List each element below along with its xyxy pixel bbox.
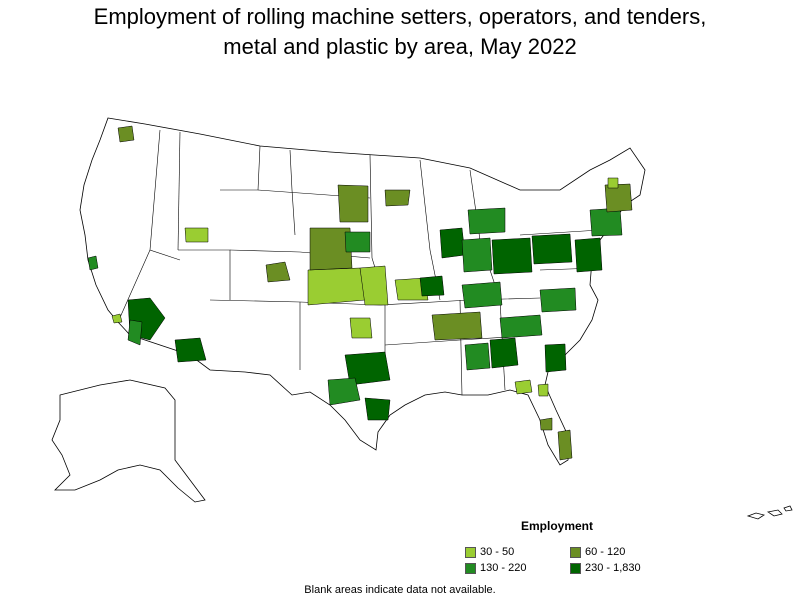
area-austin bbox=[327, 377, 361, 406]
area-michigan bbox=[467, 207, 506, 235]
map-title-line2: metal and plastic by area, May 2022 bbox=[223, 34, 577, 59]
area-alabama bbox=[464, 342, 491, 371]
legend-swatch bbox=[570, 562, 581, 574]
area-kentucky bbox=[461, 281, 503, 309]
area-maryland-nj bbox=[574, 237, 603, 273]
legend-item-60-120: 60 - 120 bbox=[570, 545, 625, 559]
employment-areas bbox=[87, 125, 633, 461]
alaska-outline bbox=[51, 379, 206, 503]
area-ventura bbox=[111, 313, 123, 324]
area-minnesota bbox=[337, 184, 369, 223]
area-seattle bbox=[117, 125, 135, 143]
area-san-diego bbox=[127, 319, 143, 346]
area-st-louis bbox=[419, 275, 445, 297]
area-reno-nv bbox=[184, 227, 209, 243]
area-maine bbox=[607, 177, 619, 189]
area-south-carolina bbox=[544, 343, 567, 373]
map-title-line1: Employment of rolling machine setters, o… bbox=[93, 4, 707, 29]
area-phoenix bbox=[174, 337, 207, 363]
area-florida-tampa bbox=[539, 417, 553, 431]
legend-swatch bbox=[570, 546, 581, 558]
area-florida-south bbox=[557, 429, 573, 461]
map-title: Employment of rolling machine setters, o… bbox=[0, 2, 800, 62]
area-florida-jax bbox=[537, 383, 549, 397]
area-chicago bbox=[439, 227, 466, 259]
area-oklahoma bbox=[349, 317, 373, 339]
area-ohio bbox=[491, 237, 533, 275]
area-kansas-east bbox=[359, 265, 389, 306]
area-iowa-1 bbox=[344, 231, 371, 253]
legend-label: 230 - 1,830 bbox=[585, 562, 641, 574]
legend-item-30-50: 30 - 50 bbox=[465, 545, 514, 559]
area-utah bbox=[265, 261, 291, 283]
area-georgia bbox=[489, 337, 519, 369]
area-indiana bbox=[461, 237, 493, 273]
area-virginia bbox=[539, 287, 577, 313]
legend-title: Employment bbox=[521, 519, 594, 533]
area-new-england bbox=[604, 183, 633, 213]
area-dallas bbox=[344, 351, 391, 386]
legend-swatch bbox=[465, 546, 476, 558]
area-houston bbox=[364, 397, 391, 421]
legend-item-130-220: 130 - 220 bbox=[465, 561, 526, 575]
area-pennsylvania bbox=[531, 233, 573, 265]
area-missouri bbox=[394, 277, 429, 301]
footnote: Blank areas indicate data not available. bbox=[304, 584, 496, 596]
legend-swatch bbox=[465, 562, 476, 574]
legend-label: 130 - 220 bbox=[480, 562, 527, 574]
area-sf-bay bbox=[87, 255, 99, 271]
area-florida-north bbox=[514, 379, 533, 395]
area-tennessee bbox=[431, 311, 483, 341]
legend-label: 30 - 50 bbox=[480, 546, 515, 558]
legend-label: 60 - 120 bbox=[585, 546, 626, 558]
area-wisconsin bbox=[384, 189, 411, 207]
area-north-carolina bbox=[499, 314, 543, 339]
area-new-york bbox=[589, 207, 623, 237]
legend-item-230-1830: 230 - 1,830 bbox=[570, 561, 641, 575]
area-nebraska bbox=[309, 227, 353, 271]
area-kansas-west bbox=[307, 267, 366, 306]
hawaii-islands bbox=[746, 505, 793, 520]
